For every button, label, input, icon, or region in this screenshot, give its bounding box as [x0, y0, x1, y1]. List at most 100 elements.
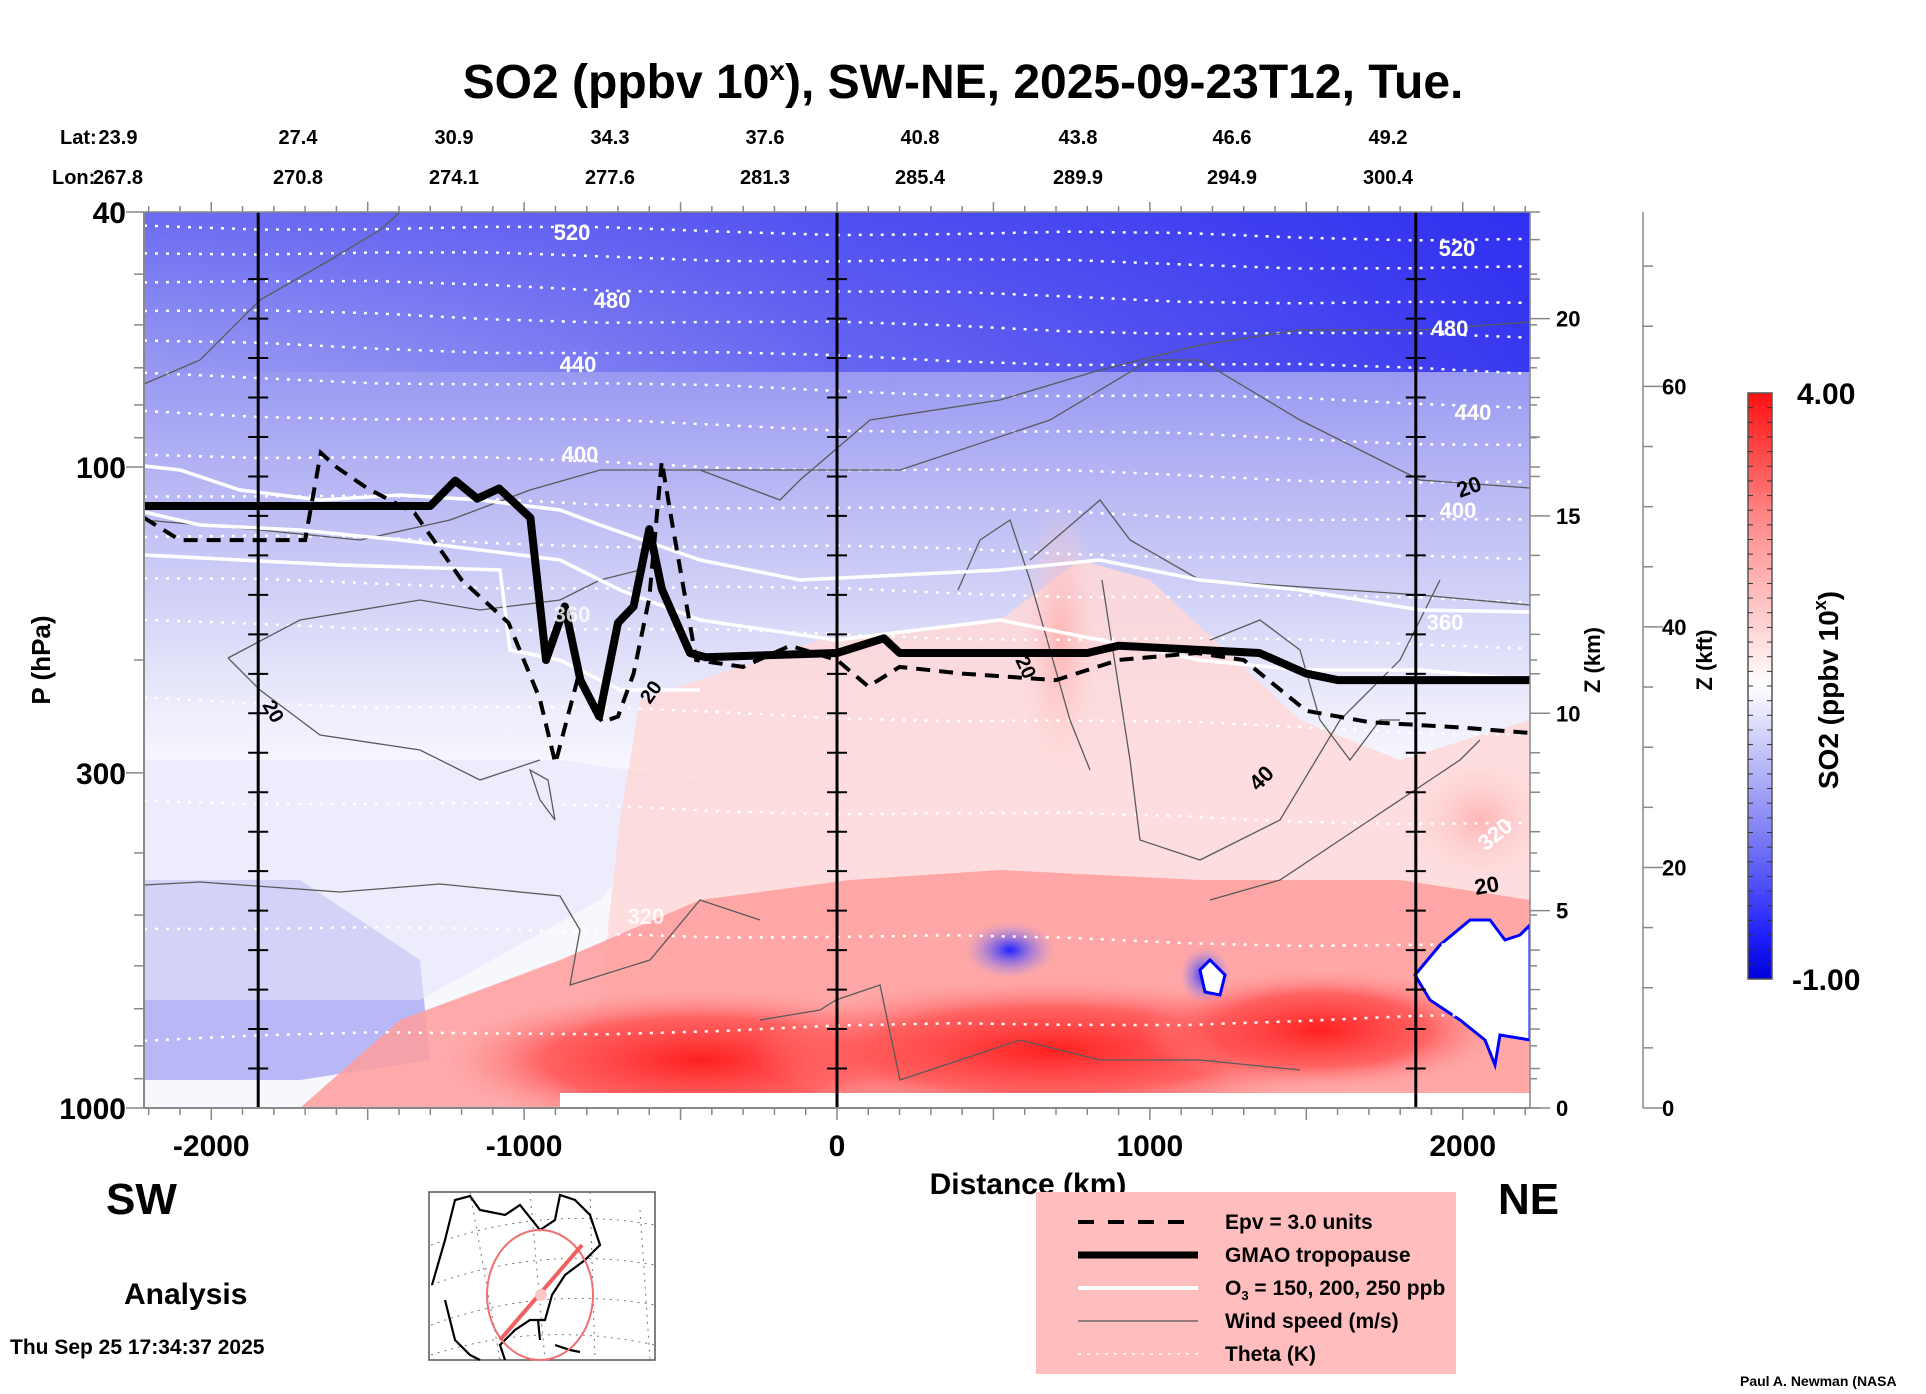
ozone-contour-250	[144, 553, 700, 692]
colorbar-ticks	[1748, 407, 1772, 965]
so2-red-core-3	[1140, 970, 1500, 1090]
wind-contour	[144, 881, 761, 986]
ozone-contour-200	[144, 510, 1530, 682]
theta-label: 480	[594, 288, 631, 313]
x-tick-label: 0	[829, 1130, 846, 1163]
lat-tick-label: 40.8	[901, 127, 940, 149]
theta-label: 440	[1455, 400, 1492, 425]
lon-tick-label: 277.6	[585, 167, 635, 189]
surface-below-ground	[560, 1093, 1530, 1108]
lon-tick-label: 285.4	[895, 167, 946, 189]
lon-label: Lon:	[52, 167, 95, 189]
colorbar: 4.00 -1.00 SO2 (ppbv 10x)	[1747, 378, 1860, 997]
z-km-tick-label: 0	[1556, 1096, 1568, 1121]
lon-tick-label: 294.9	[1207, 167, 1257, 189]
z-km-axis-label: Z (km)	[1580, 627, 1605, 693]
tropopause-line	[144, 476, 1530, 721]
vertical-markers	[248, 212, 1426, 1108]
legend-label-epv: Epv = 3.0 units	[1225, 1211, 1373, 1234]
y-tick-label: 100	[76, 452, 126, 485]
y-tick-label: 300	[76, 758, 126, 791]
theta-label: 440	[560, 352, 597, 377]
wind-speed-contours	[144, 212, 1530, 1081]
wind-label: 20	[1473, 871, 1501, 900]
wind-contour	[1029, 499, 1530, 606]
z-km-tick-label: 10	[1556, 701, 1580, 726]
wind-contour	[759, 984, 1301, 1081]
colorbar-min-label: -1.00	[1792, 964, 1860, 997]
lon-tick-label: 289.9	[1053, 167, 1103, 189]
theta-label: 360	[1427, 610, 1464, 635]
wind-contour	[700, 359, 1530, 489]
sw-direction-label: SW	[106, 1175, 177, 1224]
timestamp: Thu Sep 25 17:34:37 2025	[10, 1336, 265, 1359]
lat-tick-label: 30.9	[435, 127, 474, 149]
map-inset	[428, 1191, 656, 1361]
map-center-marker	[535, 1289, 547, 1301]
theta-label: 320	[628, 904, 665, 929]
so2-lightblue-region	[144, 760, 700, 1000]
lat-tick-label: 23.9	[99, 127, 138, 149]
colorbar-label: SO2 (ppbv 10x)	[1810, 591, 1844, 789]
lat-tick-label: 43.8	[1059, 127, 1098, 149]
so2-white-gap-ne	[1413, 918, 1530, 1071]
wind-contour	[528, 768, 556, 821]
wind-contour	[227, 657, 541, 781]
z-km-tick-label: 5	[1556, 899, 1568, 924]
z-kft-tick-label: 60	[1662, 374, 1686, 399]
x-axis: -2000 -1000 0 1000 2000	[144, 202, 1530, 1163]
x-tick-label: -2000	[173, 1130, 250, 1163]
legend-background	[1036, 1192, 1456, 1374]
ozone-contours	[144, 464, 1530, 692]
lat-tick-label: 27.4	[279, 127, 319, 149]
lon-tick-label: 267.8	[93, 167, 143, 189]
ozone-contour-150	[144, 464, 1530, 614]
lat-lon-header: Lat: Lon: 23.9 27.4 30.9 34.3 37.6 40.8 43.8 46…	[52, 127, 1414, 189]
y-tick-label: 40	[93, 197, 126, 230]
x-tick-label: 2000	[1429, 1130, 1496, 1163]
wind-contour	[144, 212, 401, 385]
colorbar-max-label: 4.00	[1797, 378, 1855, 411]
wind-contour	[144, 321, 1530, 541]
lon-tick-label: 281.3	[740, 167, 790, 189]
z-km-tick-label: 20	[1556, 307, 1580, 332]
y-axis: 40 100 300 1000	[59, 197, 1540, 1126]
so2-pink-plume	[1020, 500, 1100, 780]
legend-label-tropopause: GMAO tropopause	[1225, 1244, 1411, 1267]
z-km-axis: 0 5 10 15 20	[1530, 238, 1580, 1121]
wind-contour	[957, 518, 1091, 771]
lon-tick-label: 274.1	[429, 167, 479, 189]
z-kft-axis-label: Z (kft)	[1692, 629, 1717, 690]
theta-label: 400	[562, 442, 599, 467]
theta-label: 400	[1440, 498, 1477, 523]
so2-pink-ne	[1410, 760, 1530, 880]
wind-contour	[1209, 739, 1481, 901]
theta-label: 480	[1432, 316, 1469, 341]
so2-blue-pocket-1	[965, 922, 1055, 978]
legend: Epv = 3.0 units GMAO tropopause O3 = 150…	[1036, 1192, 1456, 1374]
y-axis-label: P (hPa)	[26, 615, 56, 704]
z-kft-tick-label: 40	[1662, 615, 1686, 640]
lat-tick-label: 49.2	[1369, 127, 1408, 149]
lat-tick-label: 46.6	[1213, 127, 1252, 149]
chart-title: SO2 (ppbv 10x), SW-NE, 2025-09-23T12, Tu…	[463, 55, 1464, 109]
lat-tick-label: 34.3	[591, 127, 630, 149]
author-credit: Paul A. Newman (NASA	[1740, 1373, 1897, 1389]
analysis-label: Analysis	[124, 1278, 247, 1311]
lon-tick-label: 270.8	[273, 167, 323, 189]
legend-label-wind: Wind speed (m/s)	[1225, 1310, 1399, 1333]
x-tick-label: 1000	[1116, 1130, 1183, 1163]
so2-white-gap-mid	[1198, 957, 1227, 997]
z-km-tick-label: 15	[1556, 504, 1580, 529]
lat-tick-label: 37.6	[746, 127, 785, 149]
z-kft-tick-label: 0	[1662, 1096, 1674, 1121]
y-tick-label: 1000	[59, 1093, 126, 1126]
theta-label: 520	[554, 220, 591, 245]
z-kft-tick-label: 20	[1662, 855, 1686, 880]
theta-label: 520	[1439, 236, 1476, 261]
z-kft-axis: 0 20 40 60	[1642, 212, 1686, 1121]
ne-direction-label: NE	[1498, 1175, 1559, 1224]
theta-label: 360	[554, 602, 591, 627]
legend-label-ozone: O3 = 150, 200, 250 ppb	[1225, 1277, 1445, 1303]
